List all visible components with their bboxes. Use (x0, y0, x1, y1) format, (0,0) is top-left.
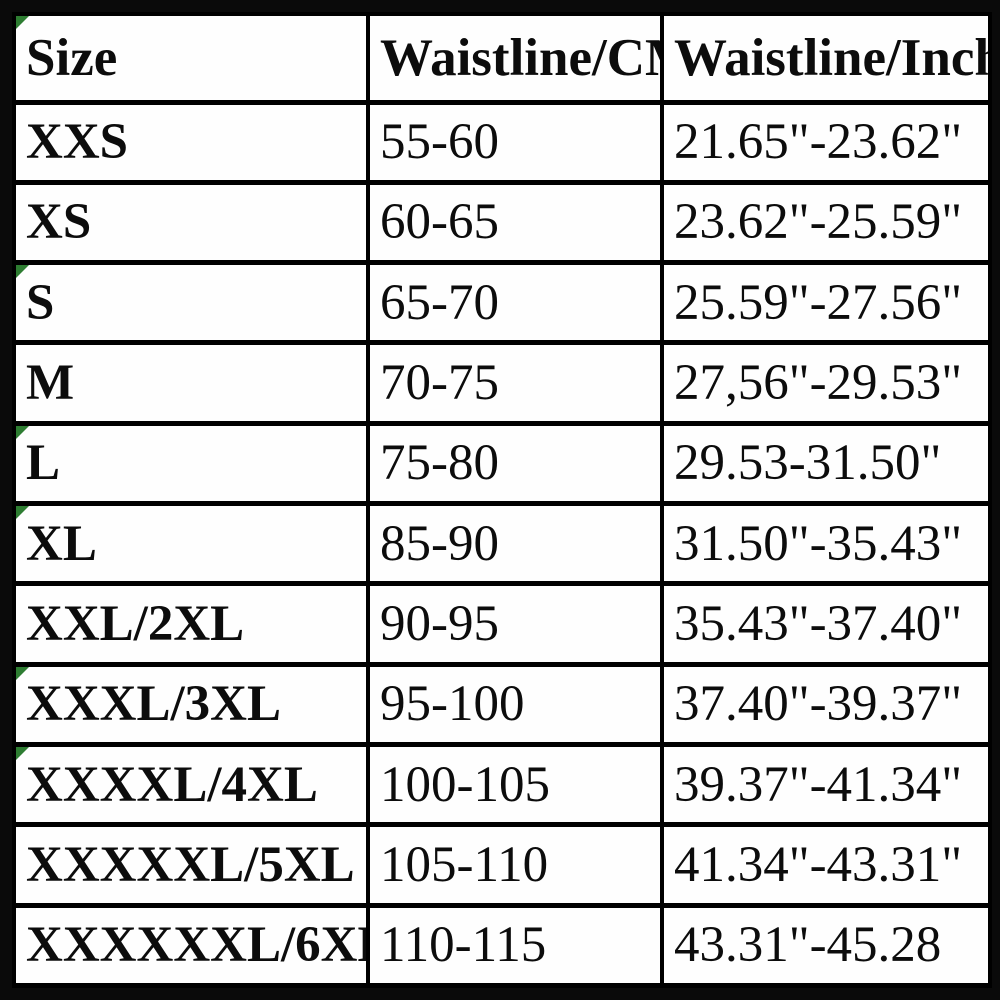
size-chart-table: Size Waistline/CM Waistline/Inch XXS 55-… (12, 12, 992, 989)
size-cell: L (12, 420, 370, 507)
waistline-inch-cell: 43.31"-45.28 (660, 902, 992, 989)
waistline-inch-cell: 29.53-31.50" (660, 420, 992, 507)
table-header: Size Waistline/CM Waistline/Inch (12, 12, 992, 105)
size-cell: XXS (12, 99, 370, 185)
waistline-inch-cell: 23.62"-25.59" (660, 179, 992, 266)
size-cell: S (12, 260, 370, 346)
table-row: XXL/2XL 90-95 35.43"-37.40" (12, 581, 992, 667)
waistline-cm-cell: 65-70 (366, 260, 664, 346)
cell-flag-triangle-icon (18, 669, 29, 680)
size-cell: XXXXL/4XL (12, 741, 370, 828)
cell-flag-triangle-icon (18, 749, 29, 760)
waistline-inch-cell: 37.40"-39.37" (660, 661, 992, 748)
waistline-inch-cell: 25.59"-27.56" (660, 260, 992, 346)
table-row: XXXXXL/5XL 105-110 41.34"-43.31" (12, 822, 992, 908)
cell-flag-triangle-icon (18, 18, 29, 29)
table-row: XXXXXXL/6XL 110-115 43.31"-45.28 (12, 902, 992, 989)
waistline-cm-cell: 110-115 (366, 902, 664, 989)
table-row: S 65-70 25.59"-27.56" (12, 260, 992, 346)
column-header-waistline-inch: Waistline/Inch (660, 12, 992, 105)
table-row: L 75-80 29.53-31.50" (12, 420, 992, 507)
waistline-inch-cell: 21.65"-23.62" (660, 99, 992, 185)
column-header-size: Size (12, 12, 370, 105)
waistline-inch-cell: 35.43"-37.40" (660, 581, 992, 667)
waistline-cm-cell: 75-80 (366, 420, 664, 507)
waistline-cm-cell: 85-90 (366, 501, 664, 587)
table-row: XS 60-65 23.62"-25.59" (12, 179, 992, 266)
waistline-inch-cell: 39.37"-41.34" (660, 741, 992, 828)
cell-flag-triangle-icon (18, 428, 29, 439)
size-cell: XXXXXXL/6XL (12, 902, 370, 989)
cell-flag-triangle-icon (18, 267, 29, 279)
table-row: XXXL/3XL 95-100 37.40"-39.37" (12, 661, 992, 748)
table-row: M 70-75 27,56"-29.53" (12, 340, 992, 426)
waistline-cm-cell: 70-75 (366, 340, 664, 426)
column-header-size-label: Size (26, 28, 118, 87)
size-cell: M (12, 340, 370, 426)
waistline-cm-cell: 60-65 (366, 179, 664, 266)
size-cell: XXL/2XL (12, 581, 370, 667)
waistline-cm-cell: 90-95 (366, 581, 664, 667)
cell-flag-triangle-icon (18, 508, 29, 520)
size-chart-panel: Size Waistline/CM Waistline/Inch XXS 55-… (12, 12, 992, 989)
table-body: XXS 55-60 21.65"-23.62" XS 60-65 23.62"-… (12, 99, 992, 989)
header-row: Size Waistline/CM Waistline/Inch (12, 12, 992, 105)
waistline-cm-cell: 95-100 (366, 661, 664, 748)
size-cell: XS (12, 179, 370, 266)
waistline-cm-cell: 55-60 (366, 99, 664, 185)
size-cell: XL (12, 501, 370, 587)
table-row: XL 85-90 31.50"-35.43" (12, 501, 992, 587)
size-cell: XXXXXL/5XL (12, 822, 370, 908)
table-row: XXS 55-60 21.65"-23.62" (12, 99, 992, 185)
table-row: XXXXL/4XL 100-105 39.37"-41.34" (12, 741, 992, 828)
column-header-waistline-cm-label: Waistline/CM (380, 28, 658, 87)
size-cell: XXXL/3XL (12, 661, 370, 748)
waistline-inch-cell: 27,56"-29.53" (660, 340, 992, 426)
waistline-inch-cell: 41.34"-43.31" (660, 822, 992, 908)
waistline-cm-cell: 100-105 (366, 741, 664, 828)
column-header-waistline-cm: Waistline/CM (366, 12, 664, 105)
waistline-inch-cell: 31.50"-35.43" (660, 501, 992, 587)
waistline-cm-cell: 105-110 (366, 822, 664, 908)
column-header-waistline-inch-label: Waistline/Inch (674, 28, 990, 87)
